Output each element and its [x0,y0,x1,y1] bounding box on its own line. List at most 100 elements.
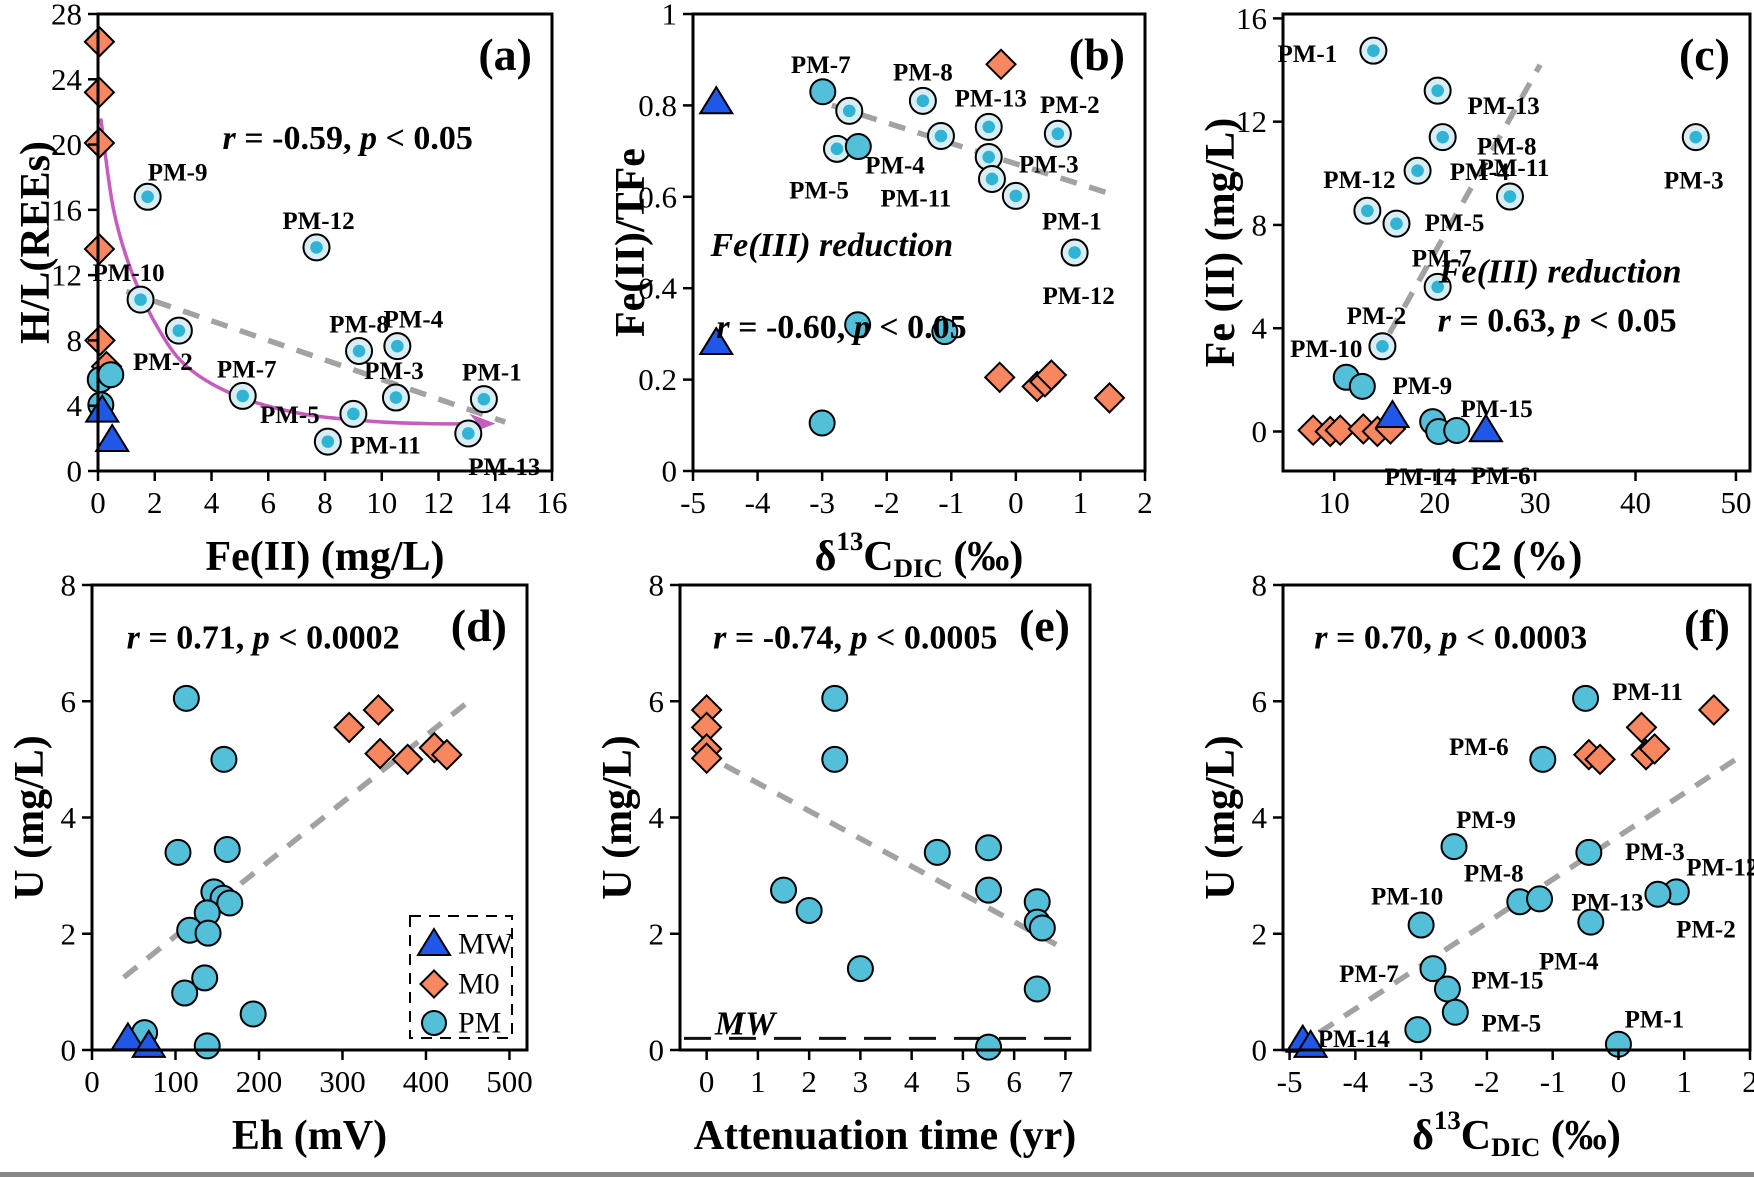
pm-ringed-core [916,94,930,108]
x-axis-title: δ13CDIC (‰) [815,526,1024,583]
pm-ringed-core [934,129,948,143]
point-label-pm-7: PM-7 [217,356,277,383]
trend-line [125,288,507,425]
pm-ringed-core [391,339,404,353]
panel-letter-d: (d) [451,600,507,651]
pm-circle-marker [239,1000,267,1028]
y-axis-title: U (mg/L) [7,735,53,899]
pm-circle-marker [213,835,241,863]
point-label-pm-9: PM-9 [148,159,208,186]
x-tick-label: 0 [90,485,106,520]
y-tick-label: 16 [1236,1,1267,36]
x-tick-label: 6 [261,485,277,520]
point-label-pm-11: PM-11 [1612,679,1683,706]
panel-letter-e: (e) [1019,600,1070,651]
pm-circle-marker [191,964,219,992]
pm-circle-marker [193,1032,221,1060]
pm-circle-marker [164,838,192,866]
pm-ringed-core [1431,280,1444,294]
trend-line [830,102,1114,198]
y-tick-label: 6 [649,684,665,719]
pm-ringed-core [1051,127,1065,141]
pm-ringed-core [347,407,360,421]
point-label-pm-11: PM-11 [350,432,421,459]
panel-b: PM-7 PM-8PM-13 PM-2 PM-4 PM-5 PM-3 PM-11 PM-1 PM… [608,0,1153,583]
panel-letter-f: (f) [1684,600,1730,651]
pm-circle-marker [1644,880,1672,908]
point-label-pm-4: PM-4 [1450,159,1510,186]
x-tick-label: 6 [1006,1064,1022,1099]
m0-diamond-marker [983,361,1016,394]
pm-ringed-core [321,435,335,448]
x-tick-label: -1 [1540,1064,1566,1099]
pm-circle-marker [975,834,1003,862]
pm-ringed-core [1390,217,1403,230]
x-tick-label: 16 [537,485,568,520]
x-axis-title: C2 (%) [1451,534,1583,580]
mw-triangle-marker [94,423,130,452]
m0-diamond-marker [419,969,449,999]
x-tick-label: 1 [1073,485,1089,520]
point-label-pm-8: PM-8 [1477,134,1537,161]
y-tick-label: 24 [51,62,83,97]
x-tick-label: 4 [904,1064,920,1099]
pm-ringed-core [1689,130,1703,144]
pm-circle-marker [846,955,874,983]
pm-circle-marker [931,318,959,346]
y-tick-label: 12 [51,258,82,293]
y-axis-title: Fe (II) (mg/L) [1198,118,1244,368]
panel-d: 0 100 200 300 400 500 0 2 4 6 8 Eh (mV) U (mg/L) r = … [7,568,533,1160]
pm-circle-marker [1577,908,1605,936]
m0-diamond-marker [430,738,463,771]
x-tick-label: 1 [750,1064,766,1099]
x-tick-label: -3 [1408,1064,1434,1099]
point-label-pm-2: PM-2 [133,349,193,376]
point-label-pm-15: PM-15 [1471,967,1543,994]
y-tick-label: 0.8 [638,88,677,123]
x-tick-label: 12 [423,485,454,520]
y-tick-label: 2 [649,916,665,951]
m0-diamond-marker [1093,381,1126,414]
point-label-pm-2: PM-2 [1040,92,1100,119]
point-label-pm-2: PM-2 [1347,303,1407,330]
point-label-pm-5: PM-5 [1481,1011,1541,1038]
x-tick-label: 0 [1008,485,1024,520]
point-label-pm-15: PM-15 [1461,396,1533,423]
mw-triangle-marker [1374,399,1411,429]
pm-ringed-core [477,392,491,406]
point-label-pm-13: PM-13 [1468,93,1540,120]
y-tick-label: 0 [662,454,678,489]
pm-circle-marker [1440,833,1468,861]
mw-triangle-marker [1468,413,1504,443]
pm-circle-marker [194,919,222,947]
y-axis-title: U (mg/L) [1198,735,1244,899]
pm-ringed-core [830,142,844,156]
y-tick-label: 4 [1252,800,1268,835]
pm-ringed-core [842,104,856,118]
y-tick-label: 4 [61,800,77,835]
y-tick-label: 4 [649,800,665,835]
m0-diamond-marker [364,737,396,770]
x-tick-label: -2 [1474,1064,1500,1099]
point-label-pm-5: PM-5 [1425,210,1485,237]
pm-ringed-core [461,427,475,440]
y-tick-label: 4 [67,388,83,423]
x-axis-title: Attenuation time (yr) [694,1113,1077,1159]
point-label-pm-8: PM-8 [329,312,389,339]
y-tick-label: 0 [1252,414,1268,449]
point-label-pm-3: PM-3 [364,358,424,385]
x-tick-label: 3 [853,1064,869,1099]
y-tick-label: 6 [61,684,77,719]
y-axis-title: Fe(II)/TFe [608,148,654,337]
y-tick-label: 16 [51,192,82,227]
y-tick-label: 20 [51,127,82,162]
x-tick-label: 14 [480,485,512,520]
pm-ringed-core [1503,190,1517,203]
pm-circle-marker [1348,372,1376,400]
pm-ringed-core [310,241,323,254]
point-label-pm-6: PM-6 [1471,463,1531,490]
x-tick-label: 300 [319,1064,366,1099]
stats-annotation: r = 0.70, p < 0.0003 [1314,619,1587,656]
